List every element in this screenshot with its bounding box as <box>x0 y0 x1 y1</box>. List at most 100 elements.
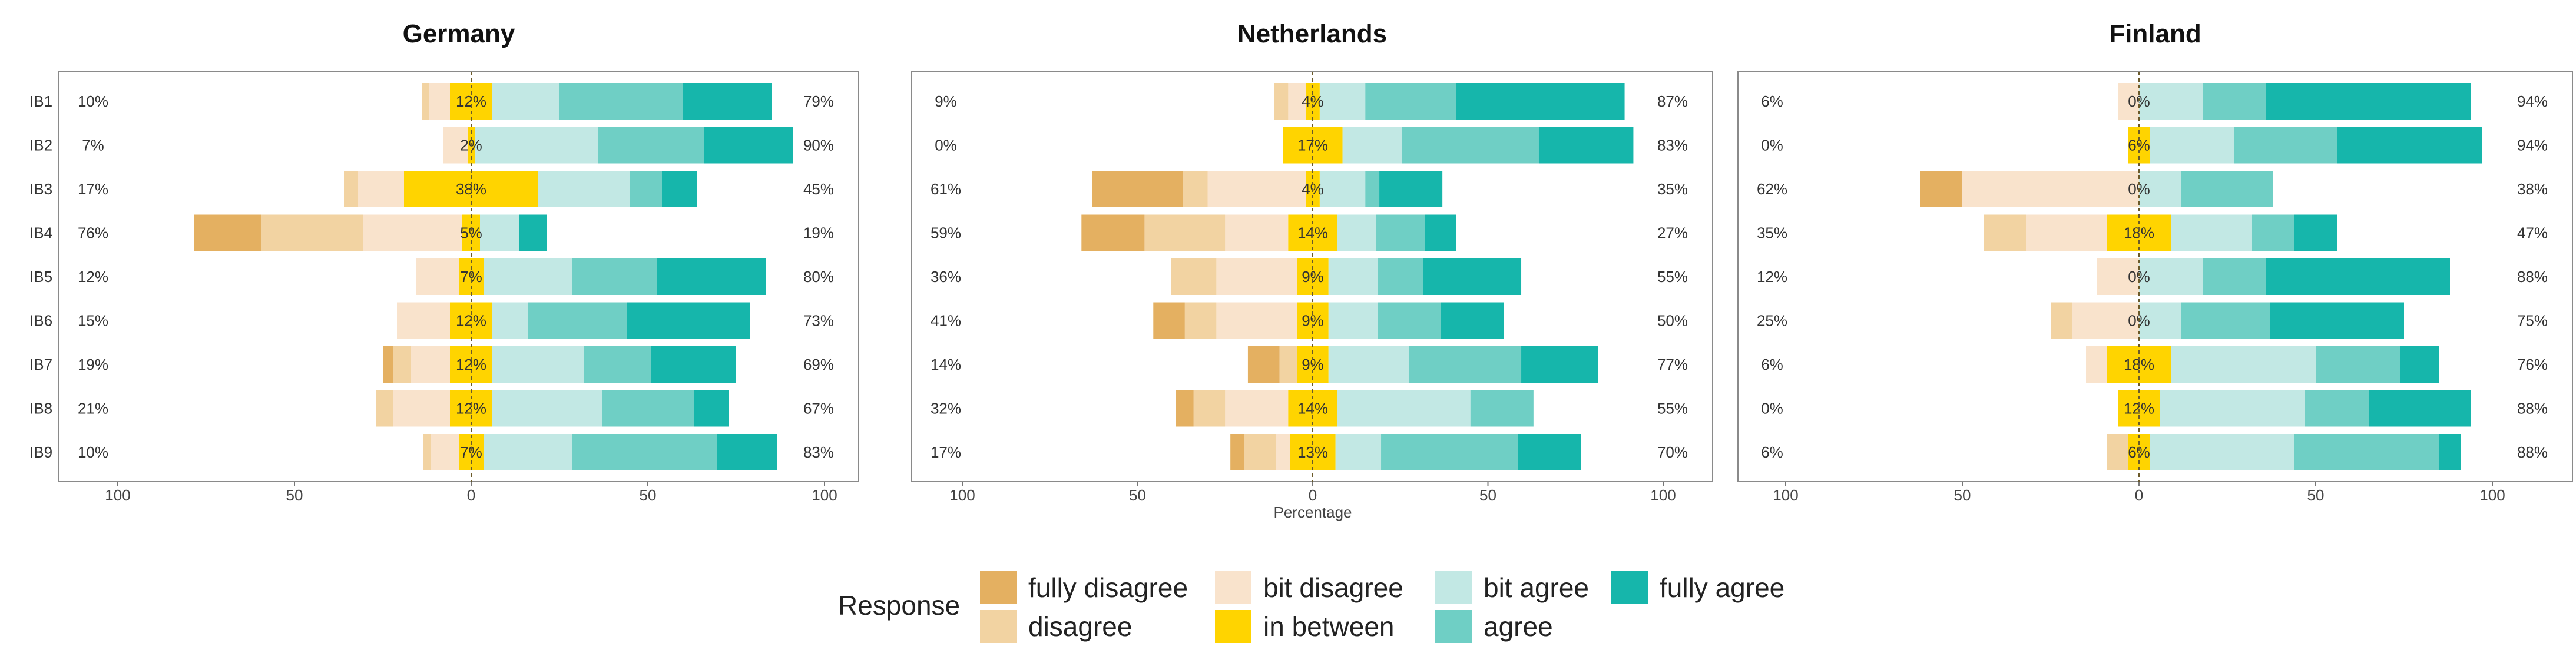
agree-percent-label: 69% <box>803 356 834 373</box>
agree-percent-label: 47% <box>2517 224 2548 242</box>
panel-title: Germany <box>403 19 515 48</box>
bar-fully-agree <box>2439 434 2461 470</box>
bar-agree <box>1378 302 1441 339</box>
bar-bit-agree <box>2171 214 2252 251</box>
bar-disagree <box>1183 171 1208 207</box>
bar-agree <box>1376 214 1425 251</box>
bar-fully-agree <box>2294 214 2337 251</box>
agree-percent-label: 90% <box>803 137 834 154</box>
bar-bit-agree <box>2150 434 2294 470</box>
bar-bit-agree <box>492 302 528 339</box>
disagree-percent-label: 6% <box>1761 443 1783 461</box>
bar-bit-disagree <box>1216 302 1297 339</box>
bar-disagree <box>2051 302 2072 339</box>
in-between-percent-label: 13% <box>1297 443 1328 461</box>
item-label: IB4 <box>29 224 52 242</box>
legend-label-bit-agree: bit agree <box>1484 572 1589 603</box>
bar-fully-disagree <box>1153 302 1185 339</box>
bar-bit-disagree <box>443 127 468 164</box>
x-tick-label: 50 <box>1129 486 1146 504</box>
bar-fully-agree <box>2369 390 2471 427</box>
bar-agree <box>598 127 704 164</box>
bar-fully-agree <box>1425 214 1456 251</box>
disagree-percent-label: 35% <box>1757 224 1787 242</box>
bar-fully-agree <box>704 127 793 164</box>
bar-in-between <box>2107 214 2171 251</box>
agree-percent-label: 80% <box>803 268 834 286</box>
bar-fully-agree <box>2266 258 2450 295</box>
agree-percent-label: 79% <box>803 92 834 110</box>
bar-bit-disagree <box>397 302 450 339</box>
agree-percent-label: 38% <box>2517 180 2548 198</box>
bar-bit-disagree <box>416 258 459 295</box>
item-label: IB1 <box>29 92 52 110</box>
item-label: IB6 <box>29 312 52 330</box>
bar-fully-agree <box>1456 83 1625 120</box>
bar-disagree <box>1279 346 1297 383</box>
x-tick-label: 50 <box>2307 486 2325 504</box>
x-tick-label: 100 <box>1650 486 1676 504</box>
item-label: IB8 <box>29 400 52 417</box>
bar-bit-disagree <box>1207 171 1306 207</box>
bar-in-between <box>462 214 480 251</box>
bar-agree <box>2181 171 2273 207</box>
bar-bit-agree <box>484 258 572 295</box>
disagree-percent-label: 32% <box>931 400 961 417</box>
agree-percent-label: 73% <box>803 312 834 330</box>
bar-fully-agree <box>662 171 697 207</box>
bar-agree <box>1409 346 1522 383</box>
agree-percent-label: 87% <box>1657 92 1688 110</box>
in-between-percent-label: 9% <box>1302 268 1324 286</box>
bar-disagree <box>1274 83 1289 120</box>
bar-bit-agree <box>2139 258 2203 295</box>
bar-agree <box>2181 302 2270 339</box>
agree-percent-label: 88% <box>2517 443 2548 461</box>
bar-disagree <box>423 434 431 470</box>
bar-agree <box>2305 390 2369 427</box>
item-label: IB3 <box>29 180 52 198</box>
agree-percent-label: 50% <box>1657 312 1688 330</box>
x-tick-label: 100 <box>812 486 837 504</box>
bar-fully-disagree <box>1247 346 1280 383</box>
bar-bit-agree <box>1337 390 1471 427</box>
bar-fully-agree <box>2270 302 2404 339</box>
bar-fully-agree <box>2337 127 2482 164</box>
bar-fully-disagree <box>1920 171 1962 207</box>
bar-disagree <box>1171 258 1217 295</box>
bar-bit-agree <box>1328 258 1378 295</box>
bar-fully-agree <box>627 302 750 339</box>
bar-disagree <box>376 390 393 427</box>
agree-percent-label: 70% <box>1657 443 1688 461</box>
disagree-percent-label: 61% <box>931 180 961 198</box>
bar-fully-agree <box>519 214 547 251</box>
bar-agree <box>602 390 694 427</box>
in-between-percent-label: 5% <box>460 224 482 242</box>
legend-label-fully-agree: fully agree <box>1660 572 1784 603</box>
disagree-percent-label: 6% <box>1761 356 1783 373</box>
panel-title: Netherlands <box>1237 19 1387 48</box>
bar-agree <box>2316 346 2400 383</box>
x-tick-label: 0 <box>467 486 475 504</box>
bar-in-between <box>459 434 484 470</box>
bar-bit-agree <box>538 171 630 207</box>
disagree-percent-label: 10% <box>78 92 108 110</box>
bar-bit-agree <box>1342 127 1402 164</box>
bar-disagree <box>344 171 358 207</box>
bar-agree <box>1470 390 1534 427</box>
disagree-percent-label: 7% <box>82 137 104 154</box>
disagree-percent-label: 76% <box>78 224 108 242</box>
disagree-percent-label: 12% <box>78 268 108 286</box>
disagree-percent-label: 17% <box>78 180 108 198</box>
agree-percent-label: 45% <box>803 180 834 198</box>
bar-agree <box>1378 258 1423 295</box>
panel-title: Finland <box>2109 19 2201 48</box>
legend-swatch-fully-disagree <box>980 571 1017 604</box>
agree-percent-label: 94% <box>2517 137 2548 154</box>
bar-agree <box>572 434 717 470</box>
legend-swatch-bit-agree <box>1435 571 1472 604</box>
bar-fully-agree <box>694 390 729 427</box>
disagree-percent-label: 59% <box>931 224 961 242</box>
bar-bit-disagree <box>2072 302 2139 339</box>
